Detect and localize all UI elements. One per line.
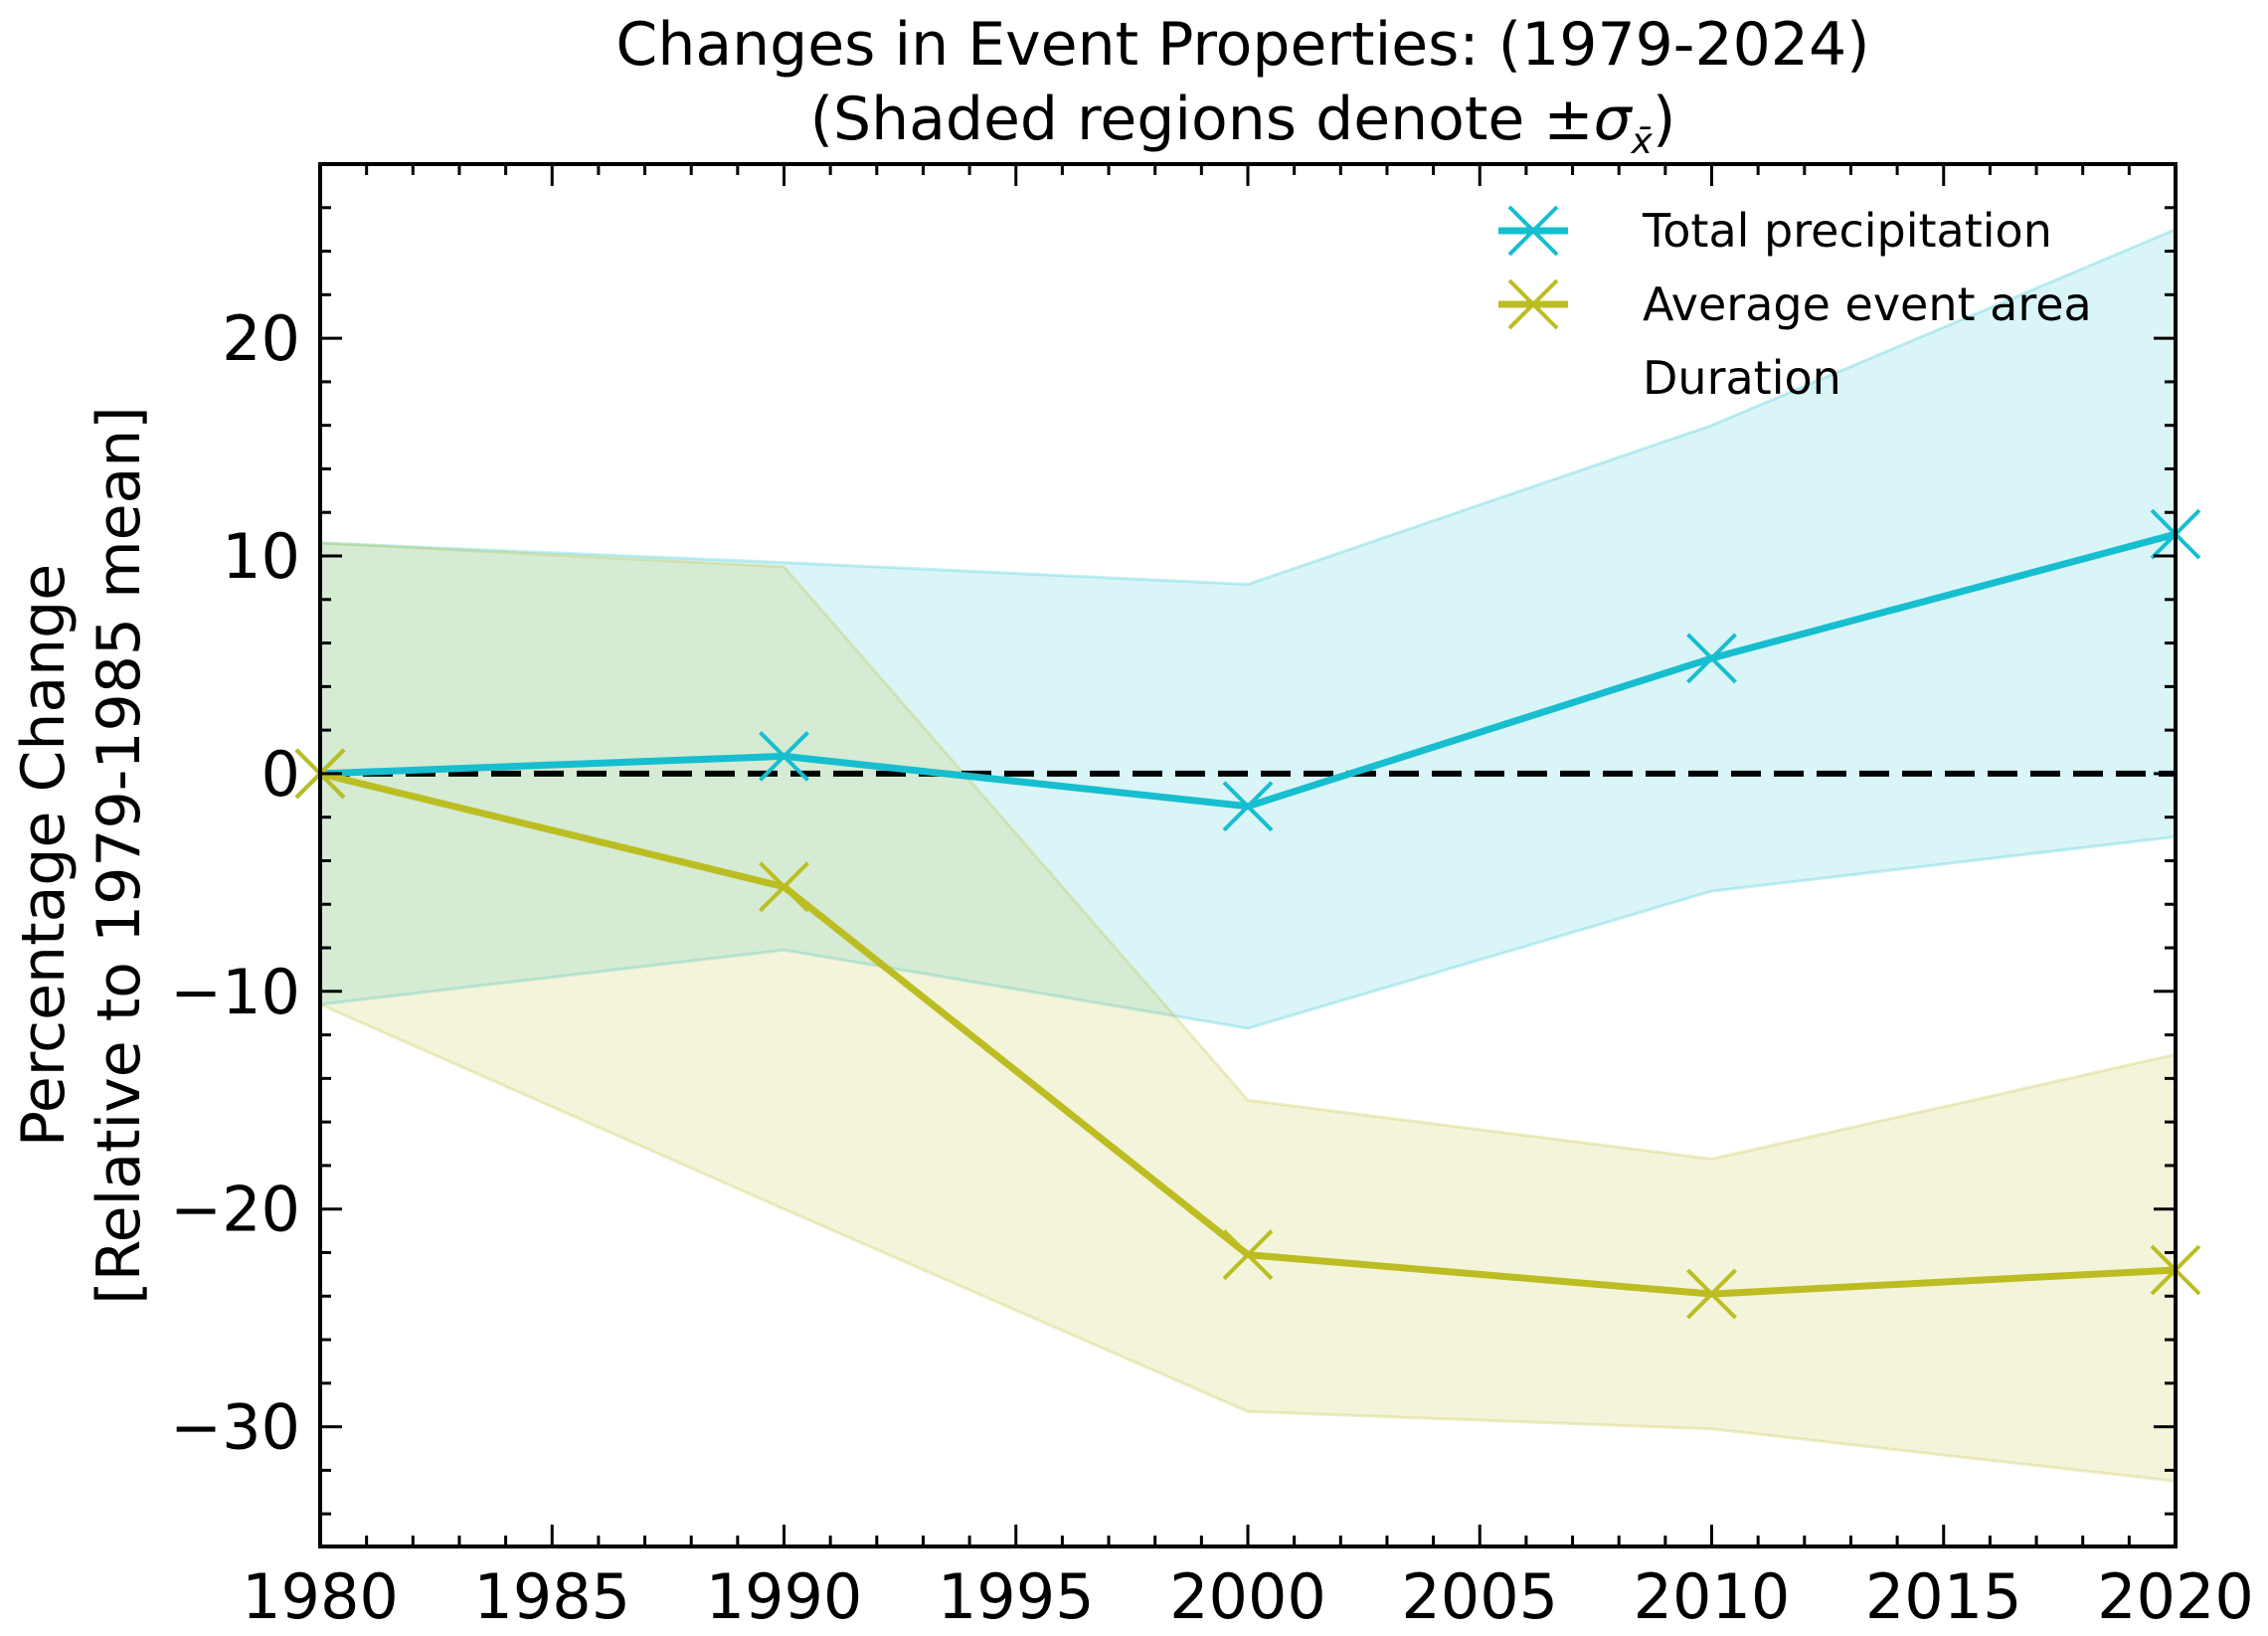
average-event-area-legend-label: Average event area — [1643, 277, 2092, 331]
average-event-area-point — [1222, 1229, 1274, 1281]
x-tick-label: 1980 — [242, 1560, 399, 1633]
chart-title-line1: Changes in Event Properties: (1979-2024) — [615, 10, 1869, 80]
y-tick-label: −10 — [170, 956, 300, 1028]
y-axis-label-line2: [Relative to 1979-1985 mean] — [85, 406, 154, 1304]
average-event-area-point — [759, 861, 809, 913]
average-event-area-point — [1686, 1268, 1737, 1320]
x-tick-label: 2020 — [2097, 1560, 2254, 1633]
y-tick-label: 10 — [222, 520, 300, 593]
y-axis-label-line1: Percentage Change — [9, 564, 79, 1147]
series-markers — [294, 508, 2201, 1320]
x-tick-label: 2015 — [1865, 1560, 2022, 1633]
x-tick-label: 1985 — [473, 1560, 630, 1633]
total-precipitation-band — [320, 228, 2176, 1030]
x-tick-label: 2005 — [1401, 1560, 1558, 1633]
total-precipitation-legend-marker — [1507, 205, 1559, 257]
average-event-area-band — [320, 541, 2176, 1483]
total-precipitation-point — [1686, 633, 1737, 684]
y-tick-label: −30 — [170, 1391, 300, 1464]
y-tick-labels: −30 −20 −10 0 10 20 — [170, 302, 300, 1463]
chart-title-line2: (Shaded regions denote ±σx̄) — [810, 85, 1676, 162]
axis-ticks — [318, 162, 2178, 1546]
total-precipitation-point — [1222, 781, 1274, 832]
duration-legend-label: Duration — [1643, 351, 1841, 405]
legend: Total precipitation Average event area Dur… — [1498, 204, 2092, 405]
total-precipitation-legend-label: Total precipitation — [1642, 204, 2052, 258]
y-axis-label: Percentage Change [Relative to 1979-1985… — [9, 406, 154, 1304]
x-tick-label: 1995 — [938, 1560, 1095, 1633]
x-tick-labels: 1980 1985 1990 1995 2000 2005 2010 2015 2020 — [242, 1560, 2254, 1633]
confidence-bands — [320, 228, 2176, 1483]
y-tick-label: 0 — [262, 738, 300, 811]
x-tick-label: 2010 — [1634, 1560, 1791, 1633]
y-tick-label: 20 — [222, 302, 300, 375]
y-tick-label: −20 — [170, 1174, 300, 1246]
x-tick-label: 1990 — [706, 1560, 863, 1633]
average-event-area-legend-marker — [1507, 278, 1559, 330]
x-tick-label: 2000 — [1169, 1560, 1326, 1633]
total-precipitation-point — [759, 730, 809, 782]
